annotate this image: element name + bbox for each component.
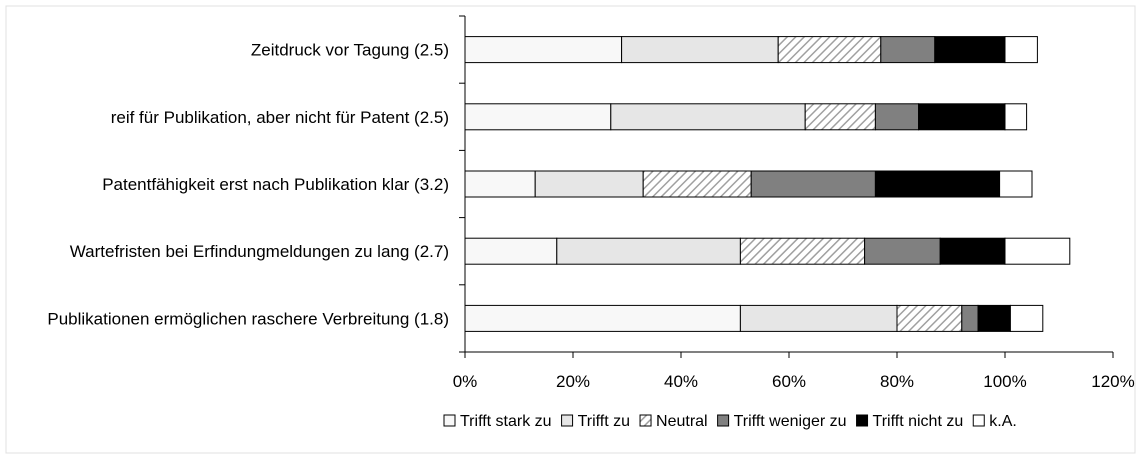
bar-segment-5-1 bbox=[464, 304, 741, 332]
bar-segment-5-6 bbox=[1009, 304, 1044, 332]
bar-segment-1-6 bbox=[1004, 36, 1038, 64]
legend: Trifft stark zu Trifft zu Neutral Trifft we… bbox=[443, 413, 1017, 430]
bar-segment-2-5 bbox=[918, 103, 1006, 131]
legend-swatch-3 bbox=[639, 414, 652, 427]
bar-segment-5-5 bbox=[977, 304, 1011, 332]
category-label-2: reif für Publikation, aber nicht für Pat… bbox=[111, 108, 449, 127]
x-tick-label-4: 80% bbox=[880, 372, 914, 391]
bar-segment-3-6 bbox=[999, 170, 1033, 198]
bar-segment-3-3 bbox=[642, 170, 752, 198]
category-label-4: Wartefristen bei Erfindungmeldungen zu l… bbox=[70, 242, 449, 261]
bar-segment-1-3 bbox=[777, 36, 882, 64]
bars-layer bbox=[464, 36, 1071, 332]
bar-segment-3-2 bbox=[534, 170, 644, 198]
bar-segment-2-4 bbox=[874, 103, 920, 131]
bar-segment-1-5 bbox=[934, 36, 1006, 64]
x-tick-label-3: 60% bbox=[772, 372, 806, 391]
chart-area bbox=[5, 5, 1136, 454]
category-label-1: Zeitdruck vor Tagung (2.5) bbox=[251, 41, 449, 60]
x-tick-label-2: 40% bbox=[664, 372, 698, 391]
legend-swatch-6 bbox=[972, 414, 985, 427]
legend-label-6: k.A. bbox=[989, 413, 1017, 430]
bar-segment-1-2 bbox=[621, 36, 779, 64]
bar-segment-2-6 bbox=[1004, 103, 1028, 131]
x-tick-label-1: 20% bbox=[556, 372, 590, 391]
bar-segment-2-2 bbox=[610, 103, 806, 131]
legend-label-2: Trifft zu bbox=[578, 413, 630, 430]
bar-segment-2-1 bbox=[464, 103, 612, 131]
bar-segment-4-1 bbox=[464, 237, 558, 265]
bar-segment-4-3 bbox=[739, 237, 866, 265]
x-tick-label-5: 100% bbox=[983, 372, 1026, 391]
legend-swatch-1 bbox=[443, 414, 456, 427]
legend-label-1: Trifft stark zu bbox=[460, 413, 552, 430]
x-tick-label-0: 0% bbox=[453, 372, 478, 391]
bar-segment-5-3 bbox=[896, 304, 963, 332]
bar-segment-5-4 bbox=[961, 304, 979, 332]
legend-swatch-4 bbox=[717, 414, 730, 427]
legend-label-5: Trifft nicht zu bbox=[873, 413, 964, 430]
category-label-5: Publikationen ermöglichen raschere Verbr… bbox=[47, 309, 449, 328]
bar-segment-4-6 bbox=[1004, 237, 1071, 265]
bar-segment-2-3 bbox=[804, 103, 876, 131]
bar-segment-4-4 bbox=[864, 237, 941, 265]
labels-layer: Zeitdruck vor Tagung (2.5) reif für Publi… bbox=[47, 41, 1134, 391]
x-tick-label-6: 120% bbox=[1091, 372, 1134, 391]
bar-segment-4-2 bbox=[556, 237, 741, 265]
bar-segment-3-1 bbox=[464, 170, 536, 198]
legend-label-3: Neutral bbox=[656, 413, 708, 430]
legend-swatch-2 bbox=[561, 414, 574, 427]
bar-segment-4-5 bbox=[939, 237, 1006, 265]
category-label-3: Patentfähigkeit erst nach Publikation kl… bbox=[102, 175, 449, 194]
legend-swatch-5 bbox=[856, 414, 869, 427]
legend-label-4: Trifft weniger zu bbox=[734, 413, 847, 430]
bar-segment-3-5 bbox=[874, 170, 1001, 198]
axes-layer bbox=[459, 15, 1114, 358]
bar-segment-5-2 bbox=[739, 304, 898, 332]
bar-segment-3-4 bbox=[750, 170, 876, 198]
bar-segment-1-1 bbox=[464, 36, 623, 64]
bar-segment-1-4 bbox=[880, 36, 936, 64]
